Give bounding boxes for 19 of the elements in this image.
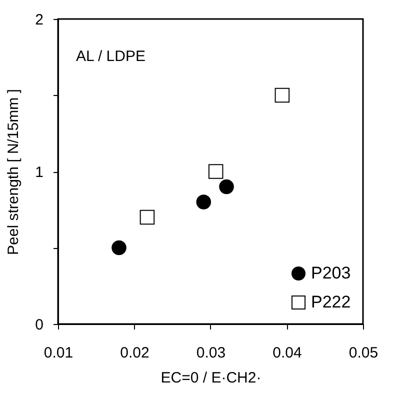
x-tick-label: 0.03 [196, 344, 226, 362]
legend-label: P222 [311, 292, 351, 312]
y-tick-label: 0 [35, 316, 44, 334]
point [196, 194, 212, 210]
x-tick-label: 0.01 [44, 344, 74, 362]
point [219, 179, 234, 194]
x-tick-label: 0.05 [348, 344, 378, 362]
x-tick-label: 0.02 [120, 344, 150, 362]
annotation: AL / LDPE [76, 48, 146, 65]
point [112, 240, 126, 256]
legend-label: P203 [311, 264, 351, 282]
x-tick-label: 0.04 [272, 344, 302, 362]
point [140, 210, 155, 225]
y-axis-title: Peel strength [ N/15mm ] [5, 89, 22, 255]
x-axis-title: EC=0 / E·CH2· [160, 370, 262, 386]
point [274, 88, 290, 103]
point [208, 164, 224, 179]
y-tick-label: 2 [35, 12, 44, 28]
y-tick-label: 1 [35, 164, 44, 181]
